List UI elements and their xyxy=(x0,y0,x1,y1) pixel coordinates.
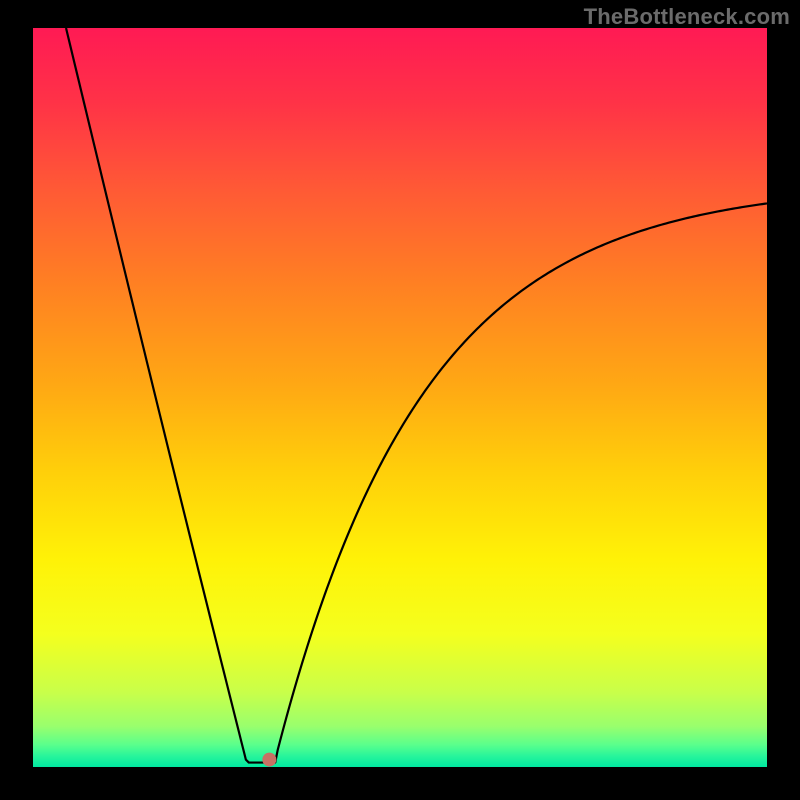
plot-area xyxy=(33,28,767,767)
optimal-point-marker xyxy=(262,753,276,767)
watermark-text: TheBottleneck.com xyxy=(584,4,790,30)
chart-frame: TheBottleneck.com xyxy=(0,0,800,800)
chart-svg xyxy=(33,28,767,767)
gradient-background xyxy=(33,28,767,767)
